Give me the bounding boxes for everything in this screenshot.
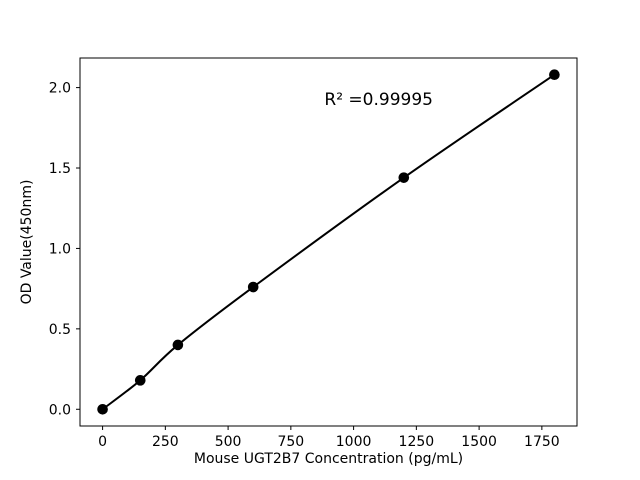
curve-line (101, 73, 555, 411)
plot-border (79, 57, 578, 427)
y-tick-label: 1.0 (49, 241, 71, 257)
x-tick-label: 250 (152, 434, 179, 450)
x-tick-label: 1250 (399, 434, 435, 450)
y-tick-label: 0.0 (49, 402, 71, 418)
y-tick-label: 2.0 (49, 81, 71, 97)
y-tick-label: 1.5 (49, 161, 71, 177)
data-point-marker (97, 403, 108, 415)
r-squared-annotation: R² =0.99995 (324, 90, 433, 111)
x-tick-label: 1000 (336, 434, 372, 450)
y-tick-label: 0.5 (49, 322, 71, 338)
x-tick-label: 1500 (461, 434, 497, 450)
data-point-marker (398, 172, 410, 183)
data-point-marker (549, 69, 560, 81)
x-tick-label: 0 (98, 434, 107, 450)
x-tick-label: 500 (215, 434, 242, 450)
data-point-marker (172, 339, 184, 351)
x-tick-label: 1750 (524, 434, 560, 450)
x-tick-label: 750 (277, 434, 304, 450)
data-point-marker (247, 281, 259, 293)
data-point-marker (134, 375, 146, 386)
x-axis-title: Mouse UGT2B7 Concentration (pg/mL) (193, 451, 464, 467)
y-axis-title: OD Value(450nm) (19, 179, 35, 305)
